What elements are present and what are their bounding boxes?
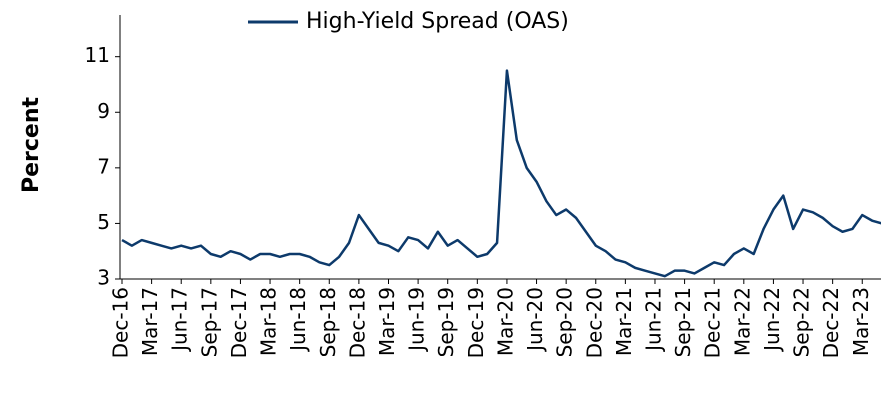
y-tick-label: 5	[97, 210, 110, 234]
x-tick-label: Sep-20	[553, 287, 577, 357]
x-tick-label: Jun-19	[405, 287, 429, 353]
x-tick-label: Mar-18	[257, 287, 281, 356]
x-tick-label: Sep-22	[790, 287, 814, 357]
x-tick-label: Jun-18	[286, 287, 310, 353]
x-tick-label: Dec-20	[582, 287, 606, 358]
x-tick-label: Jun-20	[523, 287, 547, 353]
x-tick-label: Jun-21	[641, 287, 665, 353]
x-tick-label: Mar-20	[493, 287, 517, 356]
x-tick-label: Dec-18	[345, 287, 369, 358]
x-tick-label: Dec-21	[701, 287, 725, 358]
data-line	[121, 69, 881, 278]
y-tick-label: 3	[97, 266, 110, 290]
x-tick-label: Mar-19	[375, 287, 399, 356]
x-tick-label: Mar-22	[730, 287, 754, 356]
y-axis-label: Percent	[19, 97, 44, 194]
x-tick-label: Mar-21	[612, 287, 636, 356]
x-tick-label: Dec-17	[227, 287, 251, 358]
x-tick-label: Dec-22	[819, 287, 843, 358]
y-tick-label: 9	[97, 99, 110, 123]
x-tick-label: Dec-16	[109, 287, 133, 358]
x-tick-label: Sep-19	[434, 287, 458, 357]
legend-label: High-Yield Spread (OAS)	[306, 9, 569, 34]
x-tick-label: Jun-17	[168, 287, 192, 353]
x-tick-label: Mar-23	[849, 287, 873, 356]
x-tick-label: Sep-17	[197, 287, 221, 357]
x-tick-label: Sep-21	[671, 287, 695, 357]
x-tick-label: Sep-18	[316, 287, 340, 357]
x-tick-label: Mar-17	[138, 287, 162, 356]
x-tick-label: Jun-22	[760, 287, 784, 353]
y-tick-label: 7	[97, 154, 110, 178]
x-tick-label: Dec-19	[464, 287, 488, 358]
y-tick-label: 11	[85, 43, 110, 67]
